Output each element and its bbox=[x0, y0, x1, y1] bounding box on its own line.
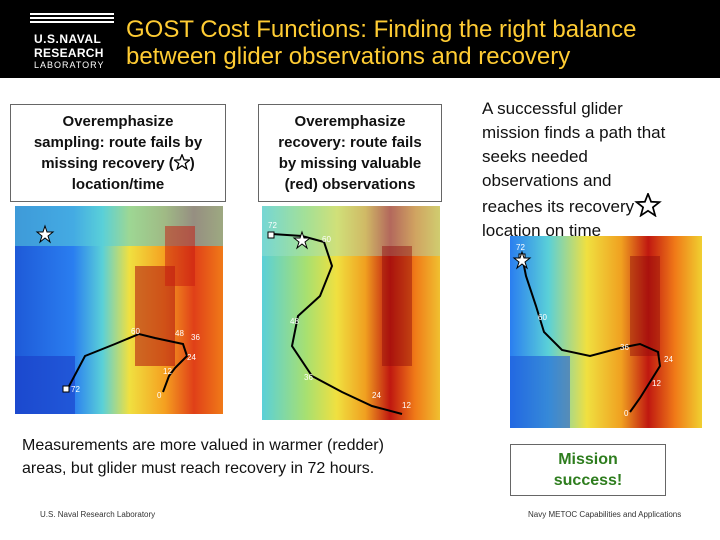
heatmap-middle: 72 60 48 36 24 12 bbox=[262, 206, 440, 420]
right-text-line-5: reaches its recovery bbox=[482, 193, 714, 219]
right-text-line-4: observations and bbox=[482, 171, 612, 190]
map-left-label-72: 72 bbox=[71, 385, 80, 394]
mission-success-box: Mission success! bbox=[510, 444, 666, 496]
logo-line-1: U.S.NAVAL bbox=[34, 32, 102, 46]
caption-left-line-3a: missing recovery ( bbox=[41, 155, 174, 172]
footer-right: Navy METOC Capabilities and Applications bbox=[528, 510, 682, 519]
heatmap-right: 72 60 36 24 12 0 bbox=[510, 236, 702, 428]
right-text-line-2: mission finds a path that bbox=[482, 123, 666, 142]
caption-oversampling: Overemphasize sampling: route fails by m… bbox=[10, 104, 226, 202]
map-success: 72 60 36 24 12 0 bbox=[510, 236, 702, 428]
map-mid-label-12: 12 bbox=[402, 401, 411, 410]
note-line-1: Measurements are more valued in warmer (… bbox=[22, 437, 384, 454]
footer-left: U.S. Naval Research Laboratory bbox=[40, 510, 156, 519]
flag-stripes-icon bbox=[30, 12, 114, 26]
map-mid-label-24: 24 bbox=[372, 391, 381, 400]
caption-left-line-2: sampling: route fails by bbox=[33, 134, 203, 151]
map-left-label-48: 48 bbox=[175, 329, 184, 338]
map-mid-label-36: 36 bbox=[304, 373, 313, 382]
logo-line-3: LABORATORY bbox=[34, 60, 105, 70]
caption-mid-line-4: (red) observations bbox=[284, 176, 416, 193]
map-right-label-12: 12 bbox=[652, 379, 661, 388]
right-text-line-3: seeks needed bbox=[482, 147, 588, 166]
right-text-line-5-text: reaches its recovery bbox=[482, 197, 635, 216]
caption-left-line-4: location/time bbox=[71, 176, 165, 193]
map-overrecovery: 72 60 48 36 24 12 bbox=[262, 206, 440, 420]
map-mid-label-48: 48 bbox=[290, 317, 299, 326]
map-right-label-0: 0 bbox=[624, 409, 629, 418]
nrl-logo: U.S.NAVAL RESEARCH LABORATORY bbox=[30, 12, 114, 72]
map-left-label-12: 12 bbox=[163, 367, 172, 376]
right-text-line-1: A successful glider bbox=[482, 99, 623, 118]
map-right-label-24: 24 bbox=[664, 355, 673, 364]
caption-left-line-1: Overemphasize bbox=[62, 113, 174, 130]
success-line-2: success! bbox=[553, 472, 623, 489]
slide-title: GOST Cost Functions: Finding the right b… bbox=[126, 16, 716, 70]
caption-mid-line-1: Overemphasize bbox=[294, 113, 406, 130]
measurement-note: Measurements are more valued in warmer (… bbox=[22, 434, 492, 480]
caption-left-line-3b: ) bbox=[189, 155, 195, 172]
caption-mid-line-2: recovery: route fails bbox=[278, 134, 422, 151]
map-mid-label-60: 60 bbox=[322, 235, 331, 244]
success-line-1: Mission bbox=[558, 451, 618, 468]
note-line-2: areas, but glider must reach recovery in… bbox=[22, 460, 375, 477]
caption-left-line-3: missing recovery () bbox=[34, 153, 202, 174]
logo-line-2: RESEARCH bbox=[34, 46, 104, 60]
caption-mid-line-3: by missing valuable bbox=[278, 155, 422, 172]
map-mid-label-72: 72 bbox=[268, 221, 277, 230]
map-right-label-60: 60 bbox=[538, 313, 547, 322]
map-left-label-60: 60 bbox=[131, 327, 140, 336]
success-description: A successful glider mission finds a path… bbox=[482, 97, 714, 243]
heatmap-left: 60 48 36 24 12 0 72 bbox=[15, 206, 223, 414]
caption-overrecovery: Overemphasize recovery: route fails by m… bbox=[258, 104, 442, 202]
recovery-star-icon bbox=[634, 193, 662, 217]
star-icon bbox=[172, 153, 192, 171]
title-line-1: GOST Cost Functions: Finding the right b… bbox=[126, 16, 637, 43]
map-left-label-36: 36 bbox=[191, 333, 200, 342]
title-line-2: between glider observations and recovery bbox=[126, 43, 571, 70]
map-left-label-24: 24 bbox=[187, 353, 196, 362]
right-text-line-6: location on time bbox=[482, 221, 602, 240]
map-right-label-36: 36 bbox=[620, 343, 629, 352]
header-bar: U.S.NAVAL RESEARCH LABORATORY GOST Cost … bbox=[0, 0, 720, 78]
map-oversampling: 60 48 36 24 12 0 72 bbox=[15, 206, 223, 414]
map-right-label-72: 72 bbox=[516, 243, 525, 252]
map-left-label-0: 0 bbox=[157, 391, 162, 400]
